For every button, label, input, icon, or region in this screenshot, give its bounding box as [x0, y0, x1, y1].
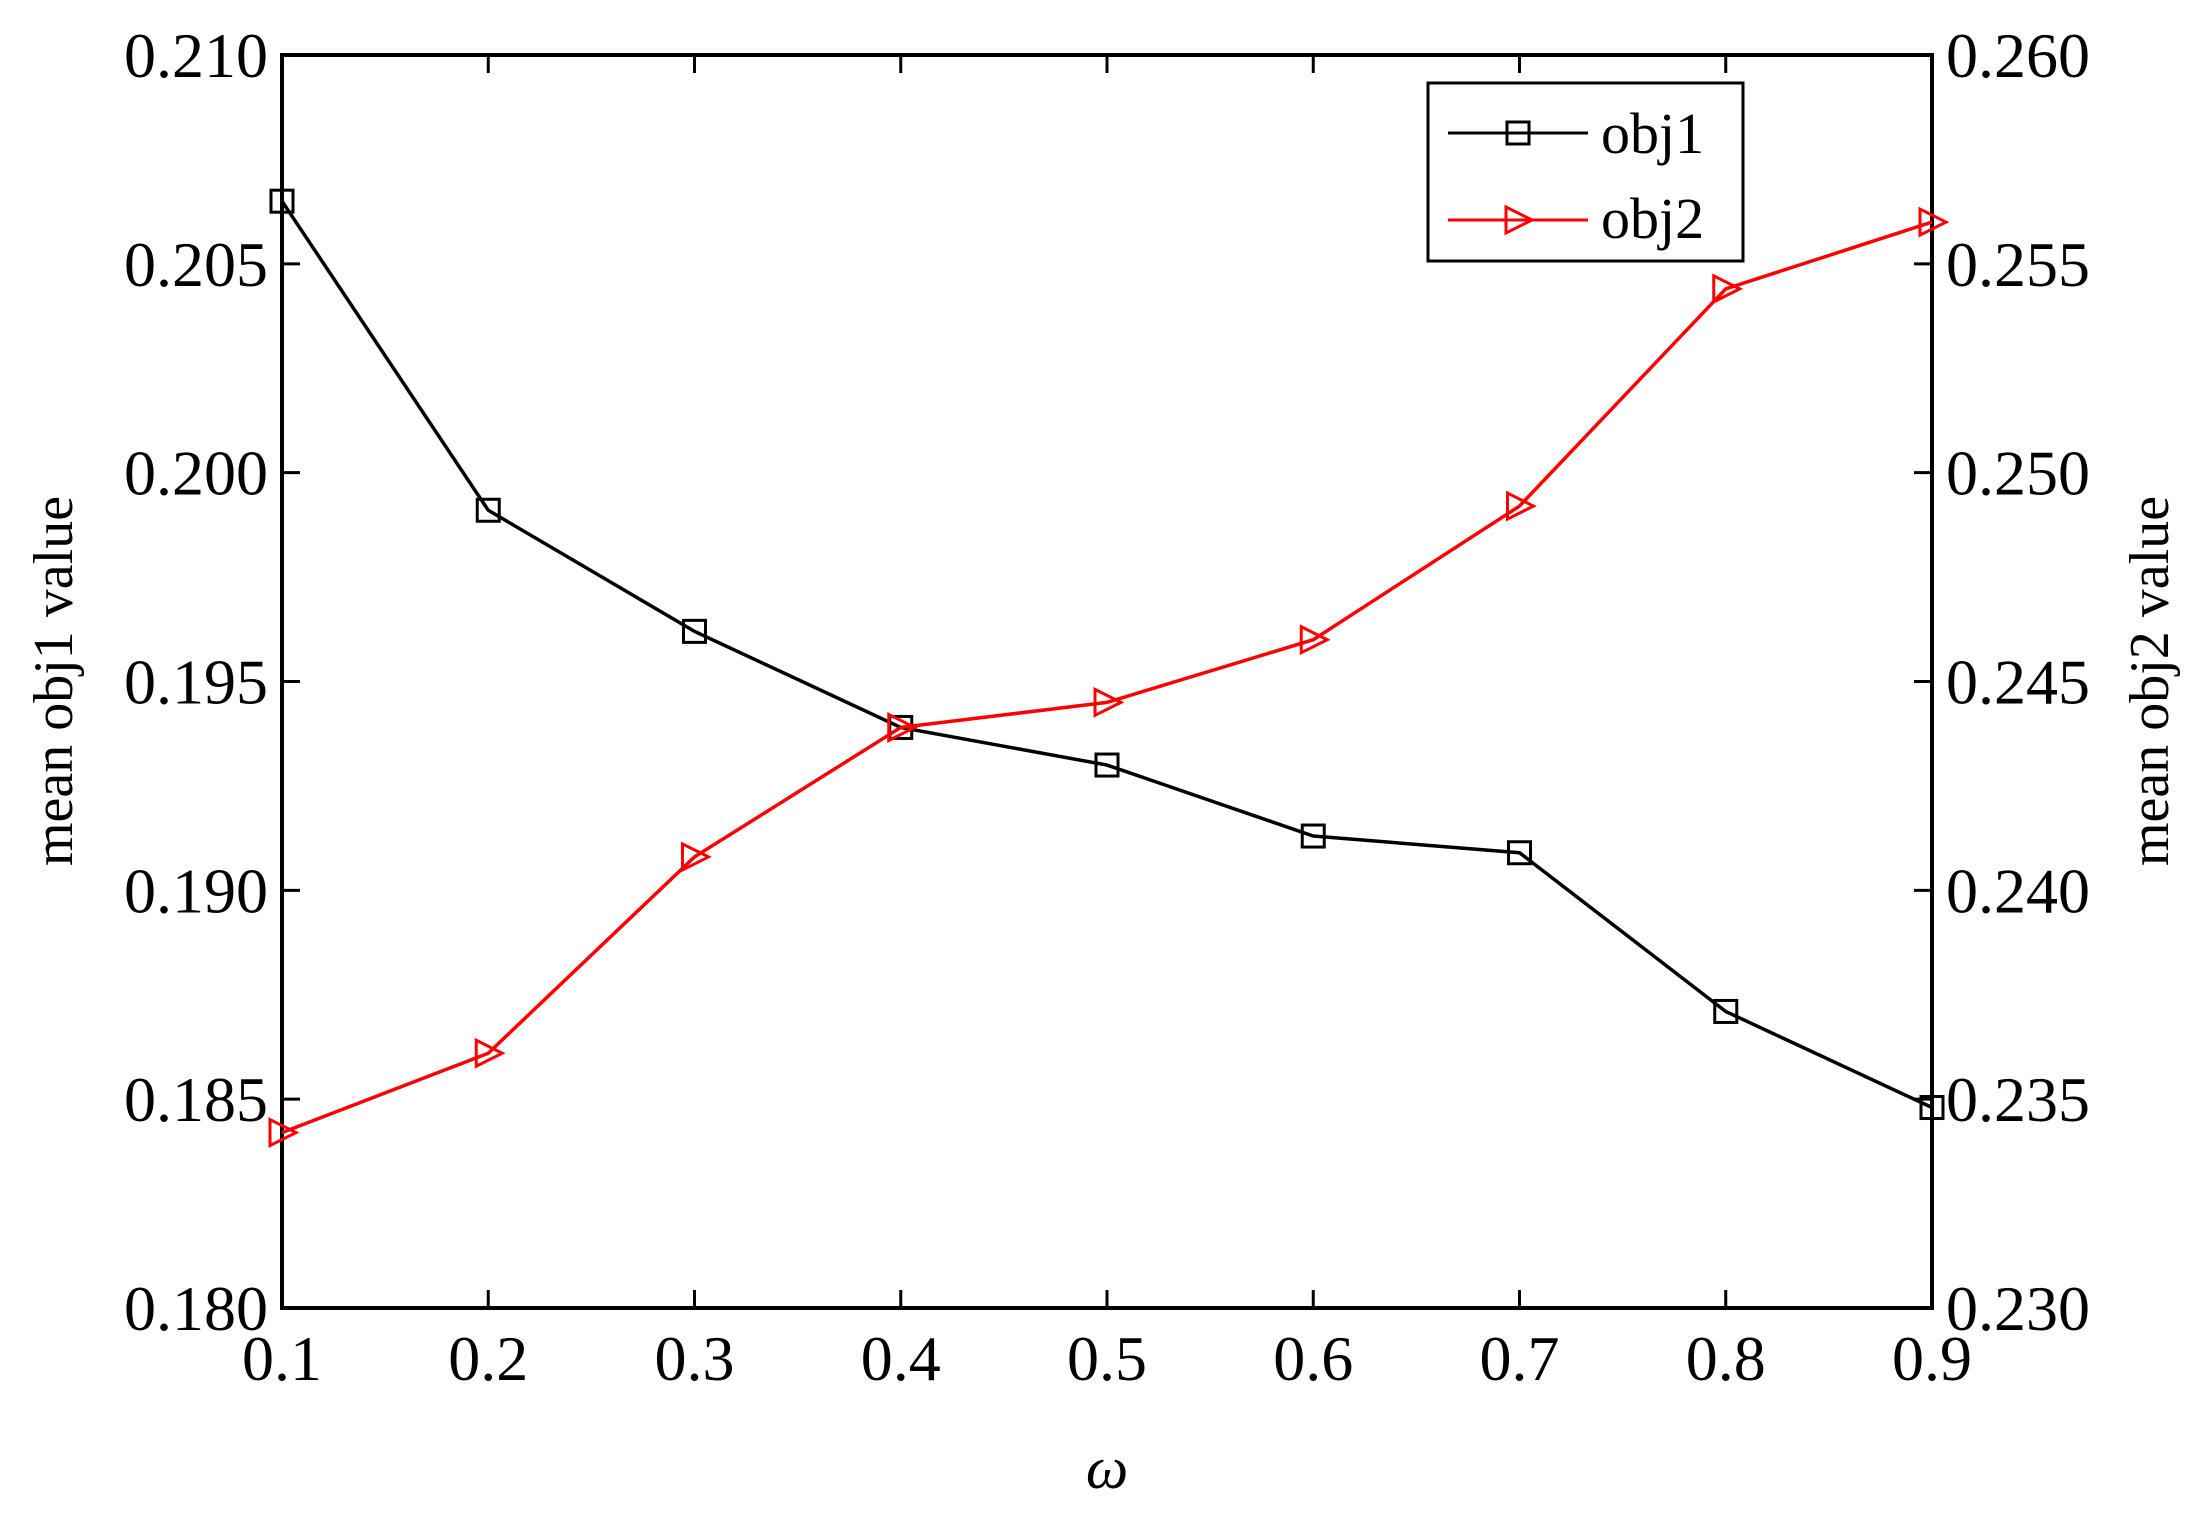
- right-y-tick-label: 0.245: [1946, 647, 2090, 718]
- obj1-line: [280, 200, 1933, 1110]
- right-y-tick-label: 0.235: [1946, 1064, 2090, 1135]
- left-y-tick-label: 0.200: [124, 438, 268, 509]
- obj2-point: [1506, 490, 1537, 522]
- x-tick-label: 0.2: [448, 1323, 528, 1394]
- legend-obj2-label: obj2: [1601, 186, 1704, 251]
- right-y-axis: 0.230 0.235 0.240 0.245 0.250 0.255 0.260: [1914, 20, 2090, 1344]
- legend: obj1 obj2: [1426, 81, 1745, 263]
- obj2-point: [1712, 273, 1744, 305]
- obj2-point: [1918, 206, 1950, 238]
- x-axis: 0.1 0.2 0.3 0.4 0.5 0.6 0.7 0.8 0.9: [242, 55, 1972, 1394]
- left-y-tick-label: 0.205: [124, 229, 268, 300]
- obj2-line: [281, 220, 1933, 1135]
- legend-obj1-label: obj1: [1601, 101, 1704, 166]
- right-y-tick-label: 0.260: [1946, 20, 2090, 91]
- x-tick-label: 0.6: [1273, 1323, 1353, 1394]
- obj2-point: [474, 1037, 506, 1069]
- legend-box: [1426, 81, 1745, 263]
- obj2-point: [1093, 686, 1125, 718]
- x-tick-label: 0.9: [1892, 1323, 1972, 1394]
- obj2-point: [681, 841, 712, 873]
- x-tick-label: 0.5: [1067, 1323, 1147, 1394]
- legend-obj2-marker: [1504, 204, 1536, 236]
- left-y-tick-label: 0.185: [124, 1064, 268, 1135]
- x-tick-label: 0.7: [1480, 1323, 1560, 1394]
- obj1-point: [1094, 752, 1120, 778]
- right-y-tick-label: 0.240: [1946, 855, 2090, 926]
- right-y-axis-title: mean obj2 value: [2119, 496, 2181, 866]
- left-y-axis-title: mean obj1 value: [23, 496, 85, 866]
- right-y-tick-label: 0.250: [1946, 438, 2090, 509]
- left-y-tick-label: 0.195: [124, 647, 268, 718]
- obj2-point: [887, 712, 919, 743]
- right-y-tick-label: 0.255: [1946, 229, 2090, 300]
- obj2-point: [1299, 624, 1331, 656]
- obj1-point: [682, 618, 707, 644]
- plot-area: [280, 53, 1934, 1310]
- obj2-point: [268, 1117, 300, 1149]
- right-y-tick-label: 0.230: [1946, 1273, 2090, 1344]
- obj1-point: [1919, 1095, 1945, 1121]
- left-y-tick-label: 0.210: [124, 20, 268, 91]
- x-axis-title: ω: [1086, 1435, 1128, 1501]
- left-y-tick-label: 0.190: [124, 855, 268, 926]
- obj1-point: [1300, 823, 1326, 849]
- x-tick-label: 0.3: [655, 1323, 735, 1394]
- x-tick-label: 0.4: [861, 1323, 941, 1394]
- obj1-point: [269, 188, 295, 214]
- obj1-point: [1713, 998, 1739, 1024]
- left-y-tick-label: 0.180: [124, 1273, 268, 1344]
- x-tick-label: 0.1: [242, 1323, 322, 1394]
- x-tick-label: 0.8: [1686, 1323, 1766, 1394]
- legend-obj1-marker: [1505, 120, 1531, 146]
- left-y-axis: 0.180 0.185 0.190 0.195 0.200 0.205 0.210: [124, 20, 300, 1344]
- series-layer: [268, 188, 1950, 1149]
- obj1-point: [1507, 840, 1532, 866]
- obj1-point: [475, 497, 501, 523]
